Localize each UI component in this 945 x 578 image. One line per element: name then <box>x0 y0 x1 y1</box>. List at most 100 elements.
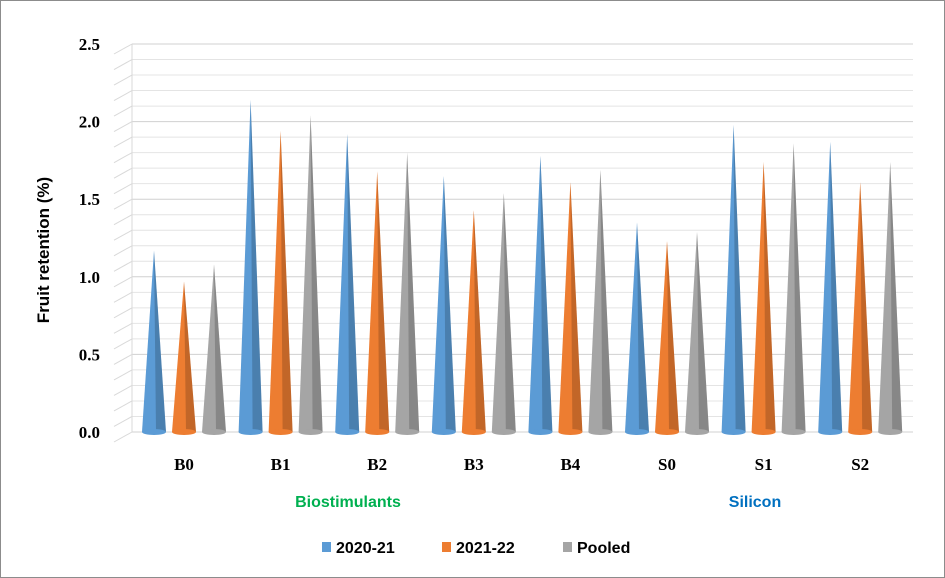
legend-label: Pooled <box>577 540 630 557</box>
gridline-depth <box>113 322 133 334</box>
cone-base <box>395 429 420 435</box>
bar-b2-2020-21 <box>335 134 360 435</box>
gridline-depth <box>113 307 133 319</box>
cone-base <box>685 429 709 435</box>
cone-base <box>335 429 360 435</box>
cone-base <box>431 429 456 435</box>
bar-b3-pooled <box>491 192 516 435</box>
gridline-depth <box>113 276 133 288</box>
gridline-depth <box>113 167 133 179</box>
x-tick-label-b0: B0 <box>174 455 194 474</box>
bar-b0-pooled <box>202 264 226 435</box>
bar-b2-2021-22 <box>365 171 390 435</box>
cone-body <box>655 241 679 432</box>
cone-body <box>848 182 873 432</box>
legend-label: 2021-22 <box>456 540 515 557</box>
cone-body <box>781 143 806 432</box>
bar-s1-2021-22 <box>751 161 776 435</box>
cone-shade <box>280 130 293 433</box>
cone-body <box>335 134 360 433</box>
cone-shade <box>503 192 516 432</box>
cone-base <box>172 429 196 435</box>
cone-base <box>818 429 843 435</box>
cone-body <box>142 250 166 432</box>
gridline-depth <box>113 400 133 412</box>
group-label-silicon: Silicon <box>729 494 781 511</box>
legend-label: 2020-21 <box>336 540 395 557</box>
legend-swatch <box>442 542 451 552</box>
gridline-depth <box>113 260 133 272</box>
gridline-depth <box>113 369 133 381</box>
cone-body <box>685 231 709 432</box>
x-tick-label-b3: B3 <box>464 455 484 474</box>
gridline-depth <box>113 353 133 365</box>
bar-b1-pooled <box>298 115 323 435</box>
cone-body <box>298 115 323 432</box>
cone-base <box>491 429 516 435</box>
cone-body <box>528 155 553 432</box>
y-tick-label: 1.5 <box>79 190 100 209</box>
gridline-depth <box>113 136 133 148</box>
cone-body <box>721 124 746 432</box>
bar-b4-pooled <box>588 169 613 435</box>
gridline-depth <box>113 74 133 86</box>
cone-body <box>491 192 516 432</box>
bars <box>142 99 903 435</box>
y-tick-labels: 0.0 0.5 1.0 1.5 2.0 2.5 <box>79 35 100 442</box>
gridline-depth <box>113 43 133 55</box>
bar-b0-2020-21 <box>142 250 166 435</box>
cone-base <box>528 429 553 435</box>
cone-base <box>655 429 679 435</box>
bar-b0-2021-22 <box>172 281 196 435</box>
bar-s0-2021-22 <box>655 241 679 435</box>
group-label-biostimulants: Biostimulants <box>295 494 401 511</box>
cone-shade <box>860 182 873 432</box>
cone-body <box>431 175 456 433</box>
cone-shade <box>310 115 323 432</box>
legend-swatch <box>322 542 331 552</box>
cone-shade <box>250 99 263 432</box>
cone-shade <box>184 281 196 432</box>
cone-shade <box>570 182 583 432</box>
cone-base <box>878 429 903 435</box>
cone-shade <box>473 210 486 432</box>
gridline-depth <box>113 291 133 303</box>
gridline-depth <box>113 198 133 210</box>
gridline-depth <box>113 245 133 257</box>
cone-base <box>625 429 649 435</box>
bar-s1-2020-21 <box>721 124 746 435</box>
gridline-depth <box>113 214 133 226</box>
gridline-depth <box>113 338 133 350</box>
cone-shade <box>637 222 649 432</box>
gridline-depth <box>113 416 133 427</box>
bar-b4-2021-22 <box>558 182 583 435</box>
cone-shade <box>407 152 420 432</box>
cone-body <box>751 161 776 432</box>
bar-b4-2020-21 <box>528 155 553 435</box>
gridline-depth <box>113 90 133 101</box>
x-tick-label-b1: B1 <box>271 455 291 474</box>
y-tick-label: 2.5 <box>79 35 100 54</box>
cone-shade <box>763 161 776 432</box>
gridlines <box>113 43 913 443</box>
bar-s1-pooled <box>781 143 806 435</box>
cone-body <box>588 169 613 432</box>
gridline-depth <box>113 431 133 443</box>
gridline-depth <box>113 183 133 195</box>
cone-base <box>588 429 613 435</box>
x-tick-label-b4: B4 <box>560 455 580 474</box>
cone-shade <box>600 169 613 432</box>
gridline-depth <box>113 229 133 241</box>
x-tick-labels: B0 B1 B2 B3 B4 S0 S1 S2 <box>174 455 869 474</box>
cone-base <box>365 429 390 435</box>
bar-b3-2020-21 <box>431 175 456 435</box>
cone-base <box>721 429 746 435</box>
cone-shade <box>793 143 806 432</box>
cone-base <box>781 429 806 435</box>
cone-shade <box>697 231 709 432</box>
cone-base <box>238 429 263 435</box>
cone-body <box>818 141 843 432</box>
legend-item-2020-21: 2020-21 <box>322 540 395 557</box>
y-tick-label: 2.0 <box>79 113 100 132</box>
